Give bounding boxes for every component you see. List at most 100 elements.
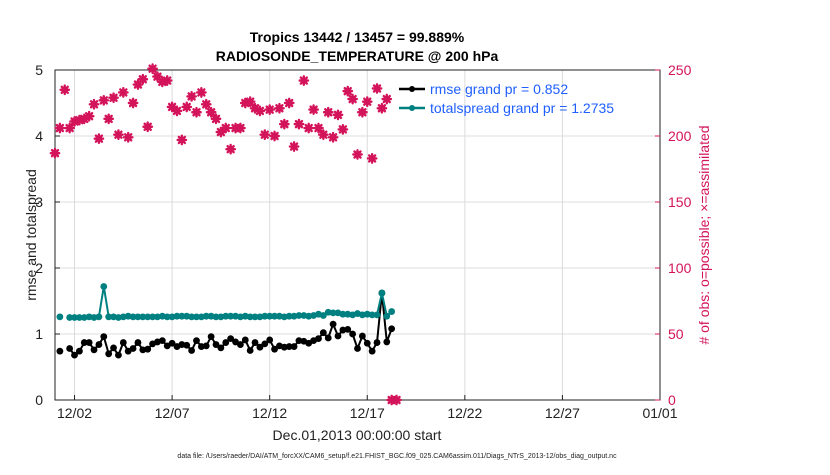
- legend-rmse-label: rmse grand pr = 0.852: [430, 81, 568, 97]
- obs-assimilated-marker: [381, 93, 393, 105]
- obs-assimilated-marker: [220, 122, 232, 134]
- totalspread-point: [56, 313, 64, 321]
- obs-assimilated-marker: [391, 394, 402, 406]
- rmse-point: [183, 341, 191, 349]
- y-left-tick-label: 3: [35, 194, 43, 210]
- data-file-footer: data file: /Users/raeder/DAI/ATM_forcXX/…: [177, 453, 617, 460]
- obs-assimilated-marker: [195, 87, 207, 98]
- rmse-point: [115, 351, 122, 359]
- y-right-tick-label: 150: [668, 194, 692, 210]
- totalspread-point: [285, 312, 293, 320]
- rmse-point: [344, 325, 352, 333]
- y-left-tick-label: 4: [35, 128, 43, 144]
- rmse-point: [349, 330, 357, 338]
- obs-assimilated-marker: [274, 102, 285, 114]
- rmse-point: [193, 337, 200, 344]
- obs-assimilated-marker: [200, 98, 212, 110]
- x-tick-label: 01/01: [642, 405, 677, 421]
- obs-assimilated-marker: [215, 126, 227, 138]
- totalspread-point: [266, 312, 274, 320]
- totalspread-point: [373, 311, 381, 319]
- obs-assimilated-marker: [332, 109, 344, 121]
- obs-assimilated-marker: [337, 124, 349, 135]
- totalspread-point: [339, 310, 347, 318]
- obs-assimilated-marker: [288, 141, 300, 152]
- rmse-point: [261, 340, 269, 348]
- rmse-point: [56, 347, 64, 355]
- rmse-point: [212, 341, 220, 348]
- obs-assimilated-marker: [244, 96, 256, 108]
- obs-assimilated-marker: [303, 122, 315, 134]
- totalspread-point: [368, 311, 376, 319]
- rmse-point: [354, 345, 361, 352]
- rmse-point: [363, 339, 371, 347]
- obs-assimilated-marker: [108, 92, 119, 104]
- obs-assimilated-marker: [152, 71, 163, 82]
- totalspread-point: [388, 308, 396, 315]
- obs-count-series: [49, 63, 402, 406]
- obs-assimilated-marker: [103, 113, 115, 125]
- rmse-point: [100, 333, 108, 341]
- rmse-point: [368, 347, 376, 355]
- y-right-tick-label: 50: [668, 326, 684, 342]
- totalspread-point: [129, 313, 137, 321]
- rmse-point: [158, 337, 166, 344]
- totalspread-point: [246, 313, 254, 321]
- rmse-point: [227, 335, 235, 343]
- totalspread-point: [383, 312, 391, 320]
- obs-assimilated-marker: [327, 131, 339, 143]
- rmse-point: [217, 344, 225, 352]
- obs-assimilated-marker: [117, 87, 129, 98]
- totalspread-point: [329, 309, 337, 317]
- totalspread-point: [222, 312, 230, 320]
- rmse-point: [168, 339, 176, 347]
- totalspread-point: [105, 313, 113, 321]
- obs-assimilated-marker: [156, 76, 168, 88]
- obs-assimilated-marker: [239, 97, 251, 109]
- line-series: [56, 283, 396, 359]
- obs-assimilated-marker: [205, 106, 217, 118]
- totalspread-point: [251, 313, 259, 321]
- totalspread-point: [66, 314, 74, 321]
- totalspread-point: [212, 313, 220, 321]
- totalspread-point: [188, 313, 196, 321]
- y-axis-right: 0 50 100 150 200 250: [655, 62, 692, 408]
- totalspread-point: [173, 312, 181, 320]
- obs-assimilated-marker: [210, 113, 222, 125]
- obs-assimilated-marker: [83, 110, 95, 122]
- totalspread-point: [134, 313, 142, 321]
- totalspread-point: [227, 312, 235, 320]
- y-left-tick-label: 2: [35, 260, 43, 276]
- obs-assimilated-marker: [308, 104, 319, 115]
- obs-assimilated-marker: [298, 75, 310, 86]
- rmse-point: [66, 345, 74, 352]
- obs-assimilated-marker: [78, 113, 90, 125]
- obs-assimilated-marker: [73, 114, 85, 126]
- rmse-point: [188, 347, 196, 354]
- obs-assimilated-marker: [54, 122, 66, 134]
- obs-assimilated-marker: [64, 122, 76, 134]
- obs-assimilated-marker: [352, 149, 363, 160]
- obs-assimilated-marker: [269, 130, 280, 142]
- rmse-point: [71, 351, 78, 359]
- rmse-point: [246, 347, 254, 354]
- obs-assimilated-marker: [191, 106, 202, 118]
- y-right-tick-label: 250: [668, 62, 692, 78]
- obs-assimilated-marker: [235, 122, 246, 134]
- rmse-point: [319, 329, 327, 337]
- obs-assimilated-marker: [361, 96, 373, 108]
- y-right-tick-label: 100: [668, 260, 692, 276]
- rmse-point: [315, 335, 322, 343]
- rmse-point: [373, 339, 381, 346]
- y-axis-left: 0 1 2 3 4 5: [35, 62, 60, 408]
- rmse-point: [119, 339, 127, 346]
- obs-assimilated-marker: [366, 153, 378, 164]
- x-tick-label: 12/02: [57, 405, 92, 421]
- rmse-point: [271, 345, 278, 353]
- totalspread-point: [163, 313, 171, 321]
- obs-assimilated-marker: [347, 93, 359, 105]
- rmse-point: [290, 343, 298, 350]
- totalspread-point: [71, 314, 78, 321]
- y-axis-left-label: rmse and totalspread: [23, 169, 39, 301]
